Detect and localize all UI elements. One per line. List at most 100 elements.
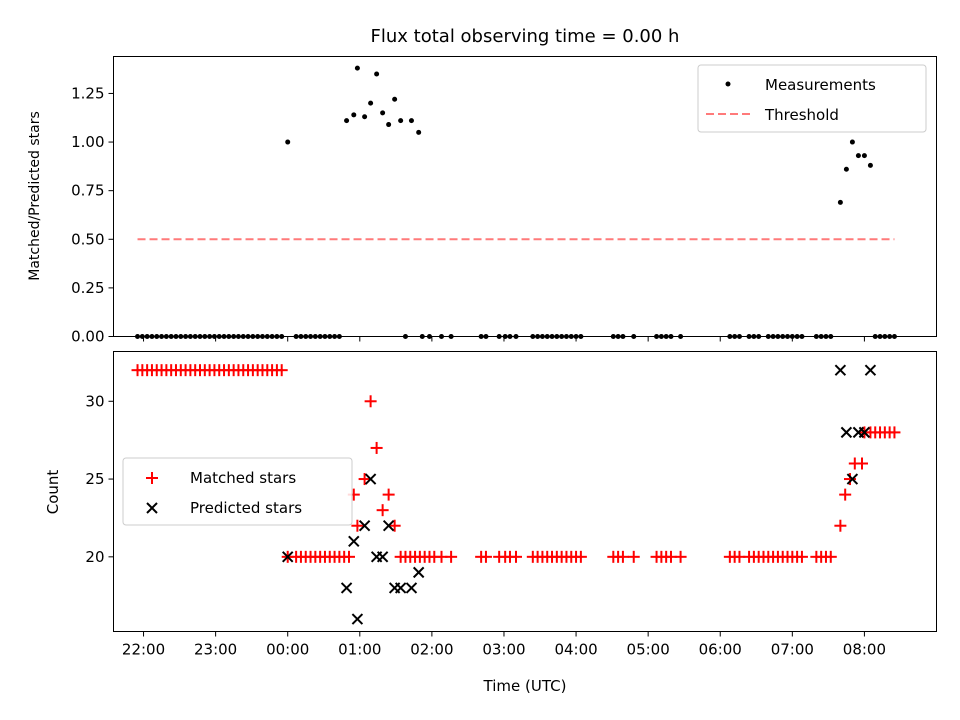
matched-star-point [388,519,401,532]
predicted-star-stroke [394,582,407,594]
top-y-ticks: 0.00 0.25 0.50 0.75 1.00 1.25 [71,84,114,346]
predicted-star-stroke [340,582,353,594]
matched-star-point [351,519,364,532]
matched-star-point [888,426,901,439]
bottom-legend-box [122,457,353,526]
predicted-star-stroke [412,566,425,579]
predicted-star-point [858,426,871,439]
measurement-point [849,139,855,145]
matched-star-point [795,550,808,563]
predicted-star-point [405,582,418,594]
bottom-x-tick-label: 07:00 [771,641,814,659]
matched-star-point [364,395,377,408]
predicted-star-point [846,473,859,485]
top-y-axis-label: Matched/Predicted stars [27,111,43,281]
predicted-star-stroke [846,473,859,485]
top-legend-box [697,64,927,133]
measurement-point [867,162,873,168]
matched-star-point [509,550,522,563]
legend-measurements-marker [725,81,731,87]
bottom-legend: Matched stars Predicted stars [122,457,353,526]
measurement-point [344,118,350,124]
matched-star-point [674,550,687,563]
matched-star-point [382,488,395,501]
measurement-point [374,71,380,77]
measurement-point [843,166,849,172]
bottom-x-tick-label: 06:00 [699,641,742,659]
measurement-point [285,139,291,145]
top-panel: Flux total observing time = 0.00 h Match… [27,26,937,346]
bottom-plot-frame [113,351,937,632]
matched-star-point [358,473,371,486]
top-y-tick-label: 1.25 [71,84,104,102]
bottom-x-tick-label: 08:00 [843,641,886,659]
matched-star-point [574,550,587,563]
predicted-star-stroke [348,535,360,547]
bottom-y-tick-label: 20 [85,548,104,566]
measurement-point [392,96,398,102]
predicted-star-stroke [405,582,418,594]
predicted-star-stroke [351,613,364,625]
predicted-star-point [348,535,360,547]
top-y-tick-label: 0.25 [71,279,104,297]
predicted-star-stroke [840,426,853,439]
legend-matched-marker [146,472,158,484]
legend-matched-label: Matched stars [190,469,296,487]
legend-threshold-label: Threshold [764,106,839,124]
matched-star-point [479,550,492,563]
bottom-x-ticks: 22:00 23:00 00:00 01:00 02:00 03:00 04:00 05:00… [122,631,886,659]
matched-star-point [627,550,640,563]
measurement-point [416,129,422,135]
predicted-star-stroke [858,426,871,439]
top-y-tick-label: 0.75 [71,182,104,200]
predicted-star-point [340,582,353,594]
bottom-y-axis-label: Count [44,470,62,515]
measurement-point [855,153,861,159]
predicted-star-point [834,364,847,376]
measurement-point [398,118,404,124]
bottom-data-marks [131,364,901,625]
predicted-star-stroke [376,551,389,563]
bottom-x-tick-label: 01:00 [338,641,381,659]
predicted-star-point [382,520,395,532]
bottom-x-tick-label: 04:00 [554,641,597,659]
predicted-star-stroke [864,364,877,376]
predicted-star-point [351,613,364,625]
bottom-x-tick-label: 02:00 [410,641,453,659]
top-legend: Measurements Threshold [697,64,927,133]
bottom-y-tick-label: 25 [85,470,104,488]
matched-star-point [275,364,288,377]
predicted-star-stroke [834,364,847,376]
predicted-star-stroke [364,473,377,485]
matched-star-point [376,504,389,517]
matched-star-point [856,457,869,470]
top-y-tick-label: 0.00 [71,328,104,346]
predicted-star-stroke [358,520,371,532]
matched-star-point [342,550,355,563]
matched-star-point [370,441,383,454]
measurement-point [351,112,357,118]
matched-star-point [445,550,458,563]
top-y-tick-label: 0.50 [71,230,104,248]
measurement-point [861,153,867,159]
top-plot-frame [113,56,937,337]
bottom-x-tick-label: 23:00 [194,641,237,659]
legend-measurements-label: Measurements [765,76,876,94]
predicted-star-point [840,426,853,439]
matched-star-point [824,550,837,563]
bottom-x-tick-label: 05:00 [627,641,670,659]
top-panel-title: Flux total observing time = 0.00 h [371,26,680,47]
predicted-star-point [364,473,377,485]
matched-star-point [616,550,629,563]
predicted-star-stroke [382,520,395,532]
predicted-star-point [394,582,407,594]
predicted-star-point [412,566,425,579]
measurement-point [837,199,843,205]
bottom-panel: Count Time (UTC) 20 25 30 22:00 23:00 00:00 0… [44,351,937,695]
measurement-point [408,118,414,124]
predicted-star-stroke [282,551,294,563]
bottom-x-tick-label: 22:00 [122,641,165,659]
matched-star-point [834,519,847,532]
measurement-point [354,65,360,71]
